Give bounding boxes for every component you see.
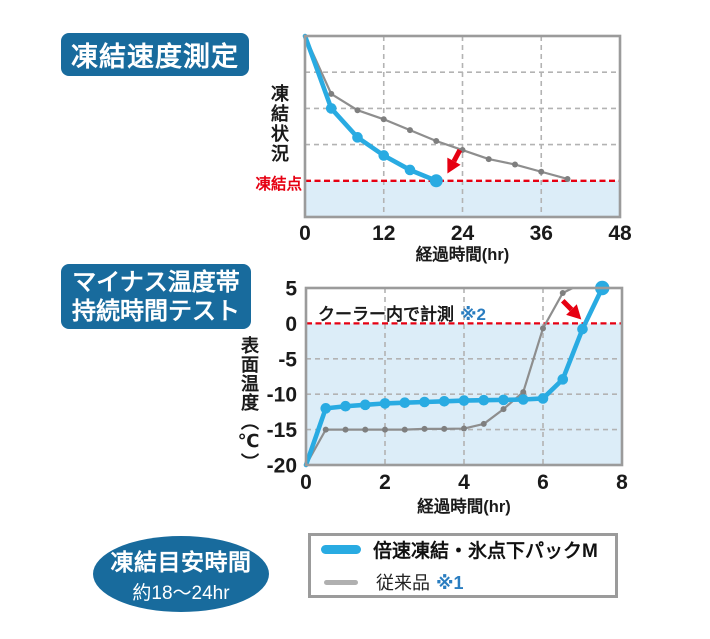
series-0-marker	[359, 399, 371, 411]
series-1-marker	[500, 406, 507, 413]
y-tick-label: -10	[267, 384, 297, 407]
test1-title-badge: 凍結速度測定	[61, 33, 249, 76]
series-1-marker	[421, 425, 428, 432]
test2-title-line1: マイナス温度帯	[72, 268, 240, 296]
series-1-marker	[461, 425, 467, 432]
series-0-marker	[419, 396, 430, 408]
freezing-time-badge: 凍結目安時間 約18〜24hr	[93, 536, 269, 612]
y-tick-label: -20	[267, 455, 297, 478]
series-0-marker	[378, 150, 390, 161]
y-tick-label: -15	[267, 419, 298, 442]
series-line-1	[303, 34, 569, 181]
legend-ref-mark: ※1	[436, 573, 464, 593]
x-axis-label: 経過時間(hr)	[417, 496, 511, 516]
x-tick-label: 4	[458, 471, 470, 494]
red-arrow-shaft	[451, 148, 463, 163]
plot-border	[304, 286, 624, 467]
series-1-marker	[407, 127, 413, 134]
x-tick-label: 2	[379, 471, 391, 494]
legend: 倍速凍結・氷点下パックM 従来品 ※1	[308, 533, 618, 598]
red-arrow-head	[447, 157, 461, 174]
series-1-marker	[540, 325, 546, 332]
series-1-marker	[512, 161, 518, 168]
legend-item-product: 倍速凍結・氷点下パックM	[321, 536, 605, 563]
series-1-marker	[433, 137, 440, 144]
series-0-marker	[577, 323, 588, 335]
series-1-marker	[564, 175, 571, 182]
series-1-marker	[322, 426, 329, 433]
red-arrow-head	[566, 304, 582, 320]
series-1-marker	[328, 90, 335, 97]
series-0-marker	[325, 103, 337, 114]
series-0-marker	[320, 403, 332, 414]
series-1-marker	[382, 426, 388, 433]
series-1-marker	[380, 116, 387, 123]
series-0-marker	[458, 395, 470, 406]
annotation-ref-mark: ※2	[460, 305, 486, 324]
series-1-marker	[401, 426, 408, 433]
y-tick-label: 0	[285, 313, 297, 336]
x-tick-label: 36	[530, 222, 553, 245]
freezing-time-title: 凍結目安時間	[110, 549, 252, 575]
series-0-marker	[399, 397, 411, 408]
x-tick-label: 48	[608, 222, 632, 245]
freezing-point-label: 凍結点	[255, 176, 302, 193]
legend-conventional-text: 従来品	[376, 573, 430, 593]
series-1-marker	[354, 107, 361, 114]
series-0-marker	[517, 394, 529, 405]
series-0-marker	[340, 400, 351, 412]
freezing-time-value: 約18〜24hr	[132, 583, 230, 604]
series-0-marker	[498, 394, 509, 406]
series-1-marker	[559, 289, 566, 296]
x-axis-label: 経過時間(hr)	[416, 244, 510, 264]
freezing-speed-chart: 0 12 24 36 48 経過時間(hr)	[299, 33, 632, 264]
x-tick-label: 0	[300, 471, 312, 494]
chart2-y-axis-label: 表面温度（℃）	[239, 336, 259, 472]
annotation-text: クーラー内で計測	[318, 305, 454, 324]
series-0-marker	[429, 174, 443, 188]
chart1-y-axis-label: 凍結状況	[269, 84, 289, 164]
x-tick-label: 12	[372, 222, 395, 245]
legend-item-conventional: 従来品 ※1	[321, 569, 605, 595]
series-0-marker	[352, 132, 363, 143]
plot-border	[303, 34, 622, 219]
series-0-marker	[438, 395, 450, 407]
series-1-marker	[441, 425, 448, 432]
series-1-marker	[485, 156, 492, 163]
gray-line-swatch	[324, 579, 358, 585]
x-tick-label: 8	[616, 471, 628, 494]
series-0-marker	[404, 164, 416, 176]
x-tick-label: 24	[451, 222, 475, 245]
red-arrow-shaft	[560, 298, 574, 312]
y-tick-label: 5	[285, 280, 297, 301]
series-0-marker	[379, 398, 391, 409]
test2-title-badge: マイナス温度帯 持続時間テスト	[61, 264, 251, 329]
series-1-marker	[342, 426, 349, 433]
test2-title-line2: 持続時間テスト	[72, 297, 240, 325]
y-tick-label: -5	[278, 348, 297, 371]
series-1-marker	[538, 168, 545, 175]
measured-in-cooler-note: クーラー内で計測 ※2	[318, 300, 486, 325]
series-1-marker	[480, 420, 487, 427]
series-line-0	[303, 285, 605, 468]
series-0-marker	[537, 393, 549, 404]
temperature-duration-chart: 0 2 4 6 8 5 0 -5 -10 -15 -20 経過時間(hr)	[267, 280, 629, 516]
legend-product-label: 倍速凍結・氷点下パックM	[373, 541, 598, 562]
legend-conventional-label: 従来品 ※1	[376, 569, 464, 595]
blue-line-swatch	[321, 545, 361, 554]
series-0-marker	[478, 394, 490, 406]
x-tick-label: 0	[299, 222, 311, 245]
series-0-marker	[557, 374, 569, 385]
series-1-marker	[362, 426, 369, 433]
series-1-marker	[520, 389, 527, 396]
x-tick-label: 6	[537, 471, 549, 494]
